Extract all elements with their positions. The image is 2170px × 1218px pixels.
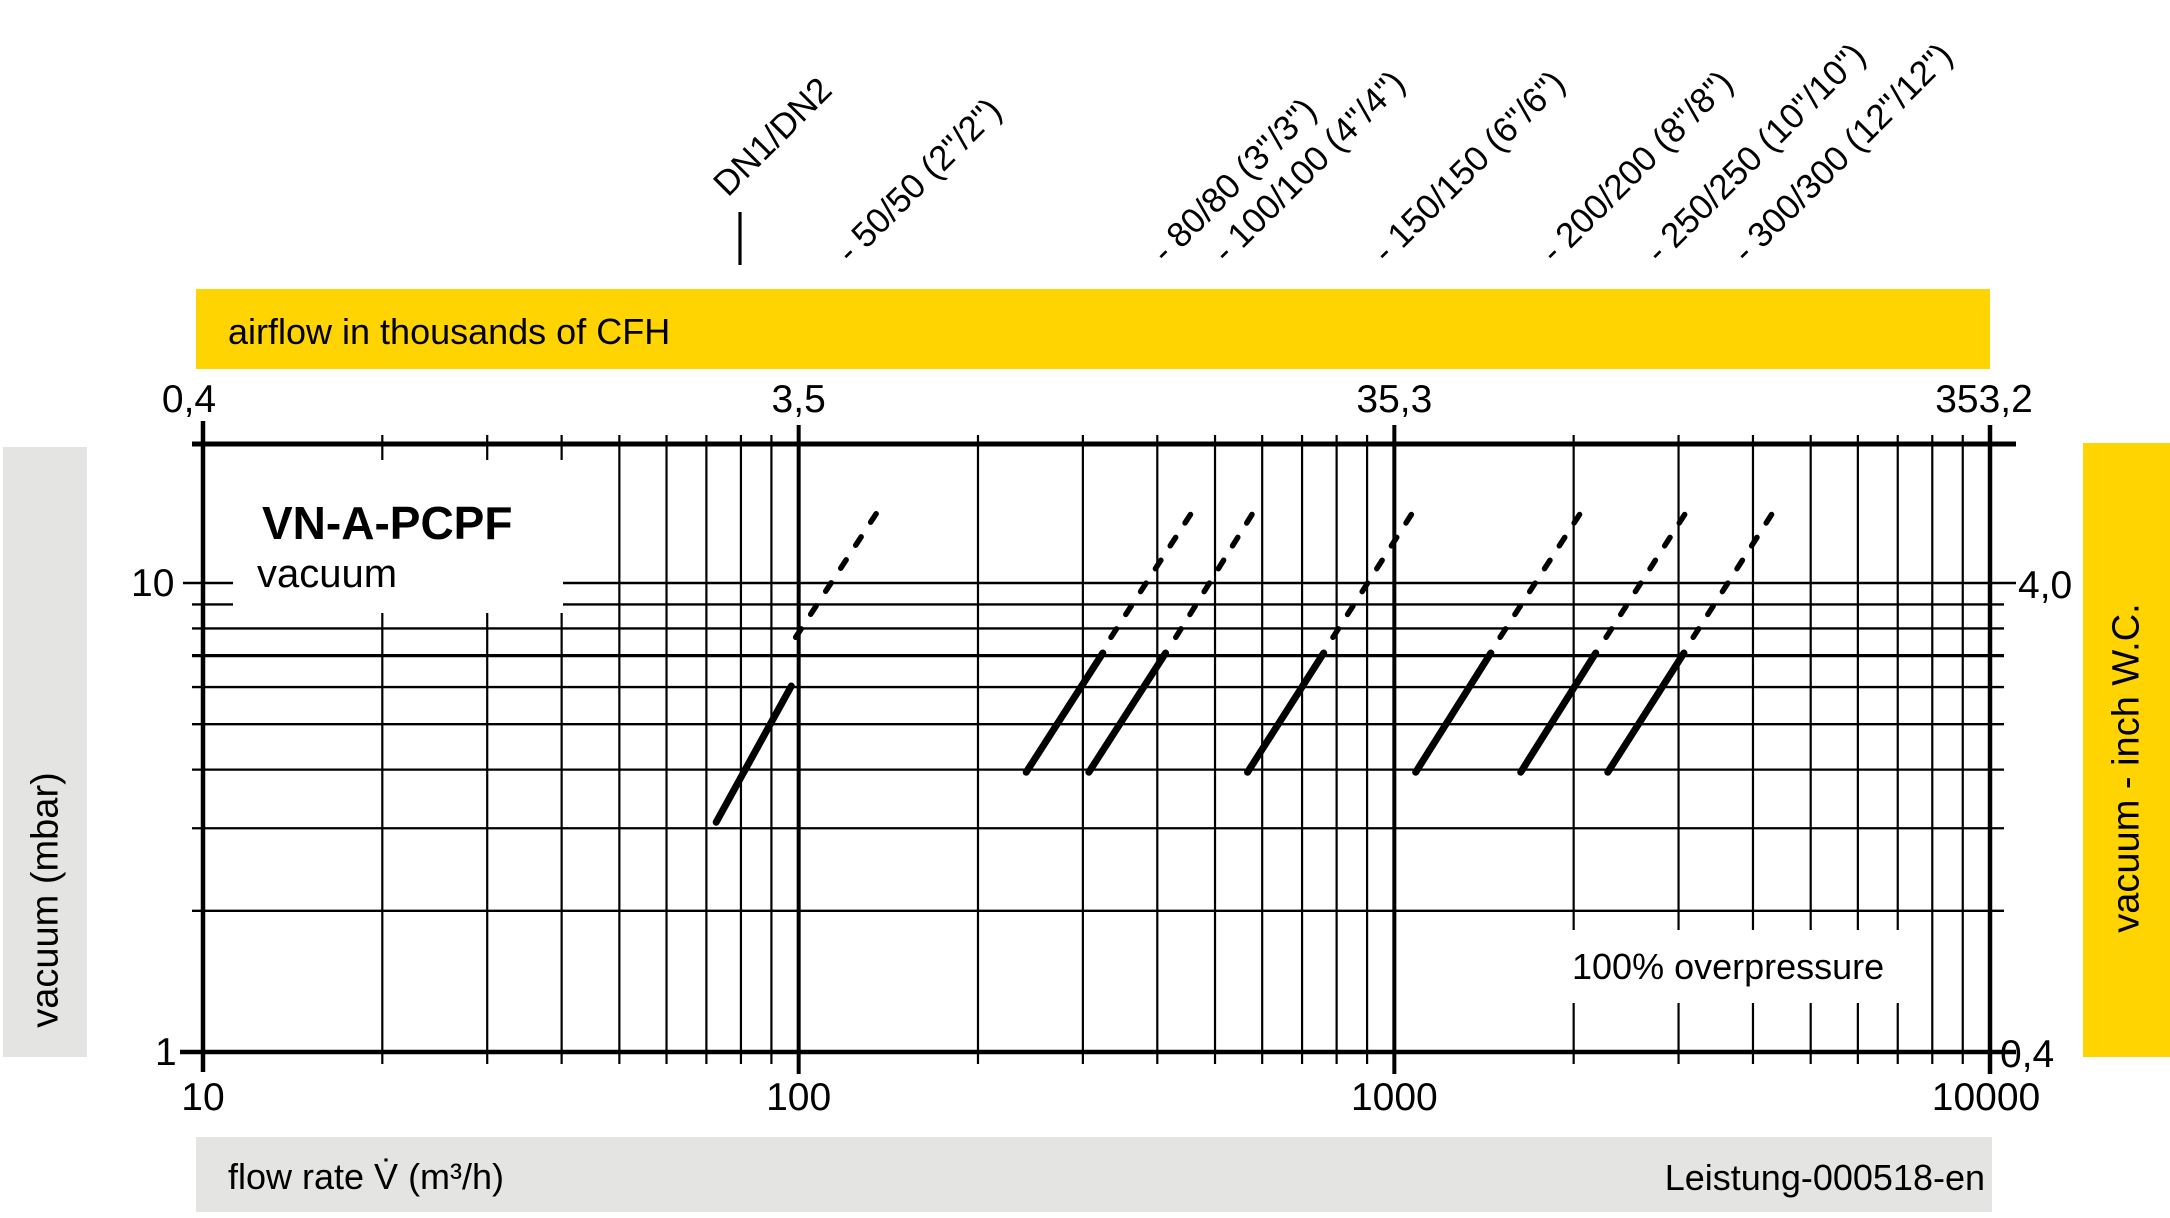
x-tick-label-10: 10: [181, 1076, 225, 1119]
curve-dash-50-50-2-2-: [792, 626, 804, 641]
bottom-flowrate-band: [196, 1137, 1992, 1212]
right-wc-band: [2083, 443, 2170, 1057]
curve-dash-300-300-12-12-: [1690, 626, 1702, 641]
x-tick-label-100: 100: [766, 1076, 832, 1119]
curve-dash-250-250-10-10-: [1661, 534, 1673, 549]
curve-dash-300-300-12-12-: [1719, 580, 1731, 595]
curve-dash-80-80-3-3-: [1182, 511, 1194, 526]
y-tick-10: 10: [131, 562, 175, 605]
top-tick-label-3: 353,2: [1935, 378, 2033, 421]
curve-dash-150-150-6-6-: [1403, 511, 1415, 526]
curve-dash-100-100-4-4-: [1187, 603, 1198, 618]
curve-dash-150-150-6-6-: [1330, 626, 1342, 641]
right-tick-4: 4,0: [2018, 564, 2073, 607]
curve-dash-80-80-3-3-: [1167, 534, 1179, 549]
left-mbar-band: [3, 447, 87, 1057]
curve-dash-300-300-12-12-: [1734, 557, 1746, 572]
curve-dash-150-150-6-6-: [1359, 580, 1371, 595]
curve-dash-300-300-12-12-: [1763, 511, 1775, 526]
right-axis-title: vacuum - inch W.C.: [2105, 603, 2148, 933]
x-tick-label-10000: 10000: [1931, 1076, 2041, 1119]
overpressure-annotation: 100% overpressure: [1572, 946, 1885, 987]
curve-dash-50-50-2-2-: [837, 557, 849, 571]
curve-dash-50-50-2-2-: [852, 534, 864, 548]
curve-dash-50-50-2-2-: [807, 603, 819, 618]
curve-dash-250-250-10-10-: [1647, 557, 1659, 572]
curve-solid-80-80-3-3-: [1022, 649, 1107, 776]
title-box-mask: [233, 460, 563, 613]
curve-dash-80-80-3-3-: [1137, 580, 1149, 595]
curve-dash-250-250-10-10-: [1617, 603, 1629, 618]
curve-dash-100-100-4-4-: [1243, 511, 1255, 526]
curve-dash-100-100-4-4-: [1201, 580, 1213, 595]
curve-dash-300-300-12-12-: [1705, 603, 1716, 618]
curve-dash-200-200-8-8-: [1526, 580, 1538, 595]
curve-dash-50-50-2-2-: [822, 580, 834, 594]
curve-dash-50-50-2-2-: [867, 511, 879, 525]
document-reference: Leistung-000518-en: [1664, 1157, 1985, 1198]
curve-solid-150-150-6-6-: [1244, 649, 1328, 776]
curve-dash-80-80-3-3-: [1123, 603, 1135, 618]
y-tick-1: 1: [155, 1031, 177, 1074]
curve-dash-200-200-8-8-: [1556, 534, 1568, 549]
x-axis-title: flow rate V̇ (m³/h): [228, 1156, 505, 1197]
curve-solid-250-250-10-10-: [1517, 649, 1600, 776]
curve-dash-300-300-12-12-: [1748, 534, 1760, 549]
curve-dash-200-200-8-8-: [1571, 511, 1583, 526]
top-tick-label-2: 35,3: [1356, 378, 1433, 421]
x-tick-label-1000: 1000: [1350, 1076, 1438, 1119]
curve-dash-100-100-4-4-: [1215, 557, 1227, 572]
curve-solid-100-100-4-4-: [1085, 649, 1170, 776]
right-tick-04: 0,4: [2000, 1033, 2055, 1076]
curve-dash-150-150-6-6-: [1344, 603, 1356, 618]
curve-dash-100-100-4-4-: [1173, 626, 1184, 641]
curve-solid-200-200-8-8-: [1412, 649, 1495, 776]
y-axis-title: vacuum (mbar): [24, 772, 67, 1028]
curve-dash-150-150-6-6-: [1388, 534, 1400, 549]
curve-dash-80-80-3-3-: [1152, 557, 1164, 572]
curve-dash-250-250-10-10-: [1632, 580, 1644, 595]
curve-dash-250-250-10-10-: [1603, 626, 1615, 641]
curve-dash-200-200-8-8-: [1541, 557, 1553, 572]
chart-subtitle: vacuum: [257, 552, 398, 596]
annotation-box-mask: [1553, 930, 1925, 1003]
chart-title: VN-A-PCPF: [262, 497, 513, 549]
curve-dash-80-80-3-3-: [1108, 626, 1120, 641]
top-tick-label-0: 0,4: [161, 378, 217, 421]
curve-dash-250-250-10-10-: [1676, 511, 1688, 526]
curve-dash-100-100-4-4-: [1229, 534, 1241, 549]
curve-dash-200-200-8-8-: [1512, 603, 1524, 618]
curve-solid-50-50-2-2-: [712, 682, 795, 826]
curve-dash-200-200-8-8-: [1497, 626, 1509, 641]
curve-dash-150-150-6-6-: [1374, 557, 1385, 572]
top-cfh-band: [196, 289, 1990, 369]
top-axis-title: airflow in thousands of CFH: [228, 311, 671, 352]
curve-solid-300-300-12-12-: [1604, 649, 1688, 776]
top-tick-label-1: 3,5: [771, 378, 826, 421]
